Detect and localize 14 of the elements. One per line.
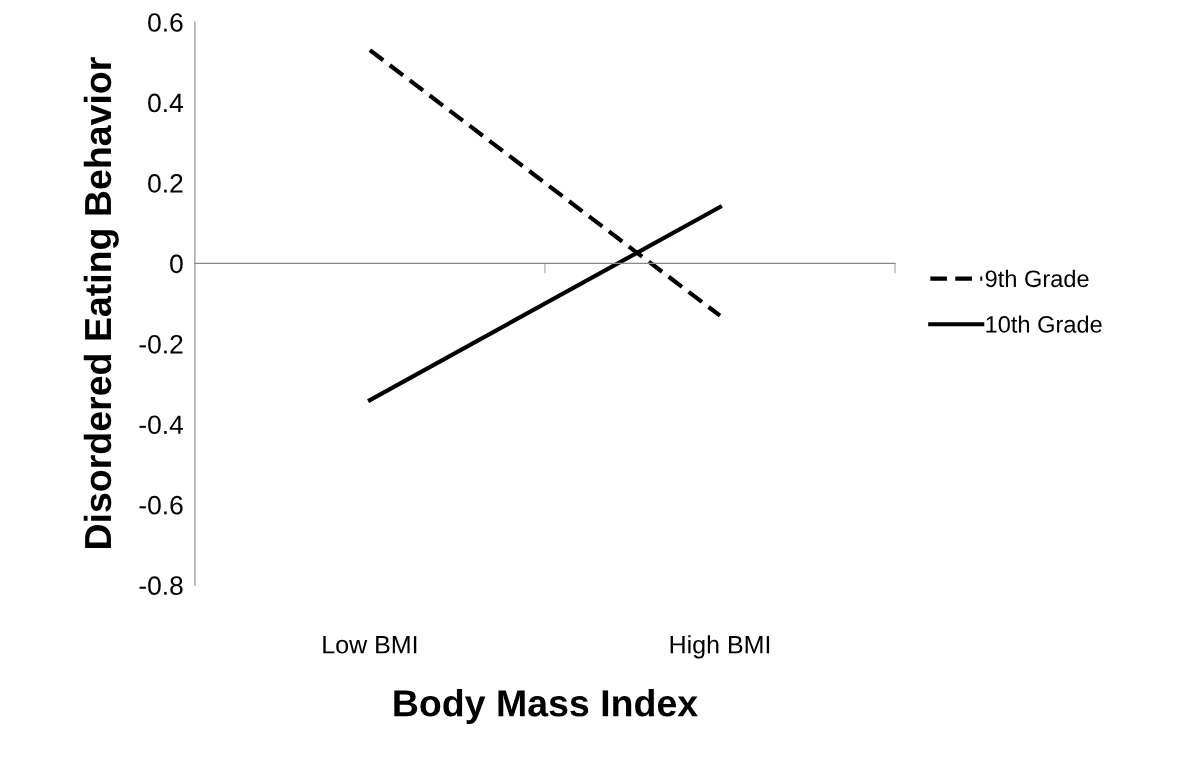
y-tick-label: -0.6 [139,495,183,515]
y-tick-label: -0.4 [139,415,184,435]
y-tick-label: -0.8 [139,576,183,596]
x-tick-label: Low BMI [323,636,417,654]
legend-label: 10th Grade [986,315,1102,333]
y-tick-label: 0.2 [148,174,183,193]
x-axis-title: Body Mass Index [394,689,698,725]
y-tick-label: -0.2 [139,334,183,354]
y-axis-title: Disordered Eating Behavior [83,57,119,549]
legend-label: 9th Grade [985,269,1089,288]
y-tick-label: 0.4 [148,93,184,113]
y-tick-label: 0 [170,254,183,274]
x-tick-label: High BMI [670,635,770,659]
y-tick-label: 0.6 [148,13,183,32]
